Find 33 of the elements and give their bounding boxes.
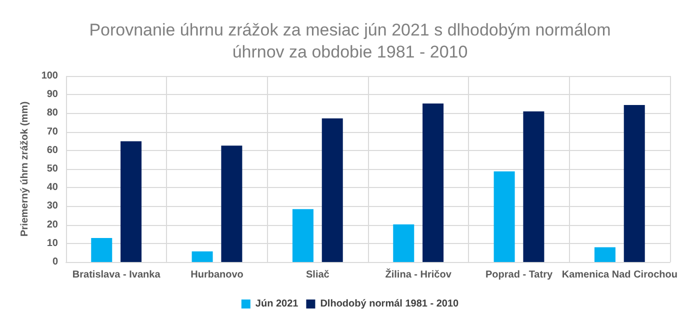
x-tick-label: Poprad - Tatry (485, 270, 553, 280)
y-tick-label: 60 (46, 144, 58, 156)
y-tick-label: 90 (46, 89, 58, 100)
y-axis-title: Priemerný úhrn zrážok (mm) (20, 101, 30, 237)
y-tick-label: 10 (46, 238, 58, 249)
y-tick-label: 70 (46, 126, 58, 138)
x-tick-label: Kamenica Nad Cirochou (562, 270, 678, 280)
bar (523, 111, 544, 262)
bar (494, 171, 515, 262)
y-tick-label: 100 (41, 70, 58, 82)
legend-label: Dlhodobý normál 1981 - 2010 (320, 298, 460, 310)
chart-title: Porovnanie úhrnu zrážok za mesiac jún 2021 s dlhodobým normálom úhrnov za obdobie 1981 - 2010 (89, 20, 611, 62)
legend-label: Jún 2021 (255, 298, 299, 310)
bar (120, 141, 142, 262)
bar (624, 105, 645, 262)
x-tick-label: Sliač (306, 270, 330, 280)
bar (221, 146, 242, 262)
y-tick-label: 0 (52, 256, 58, 268)
y-tick-label: 80 (46, 108, 58, 119)
x-tick-label: Bratislava - Ivanka (72, 270, 161, 280)
bar (422, 104, 444, 262)
x-tick-label: Žilina - Hričov (385, 268, 452, 280)
bar (322, 118, 343, 262)
bar (192, 251, 213, 262)
y-tick-label: 20 (46, 219, 58, 230)
bar (594, 247, 616, 262)
y-tick-label: 40 (46, 182, 58, 194)
bar (91, 238, 112, 262)
x-tick-label: Hurbanovo (190, 270, 244, 280)
y-tick-label: 30 (46, 200, 58, 212)
y-tick-label: 50 (46, 164, 58, 174)
bar (292, 209, 314, 262)
bar (393, 224, 414, 262)
